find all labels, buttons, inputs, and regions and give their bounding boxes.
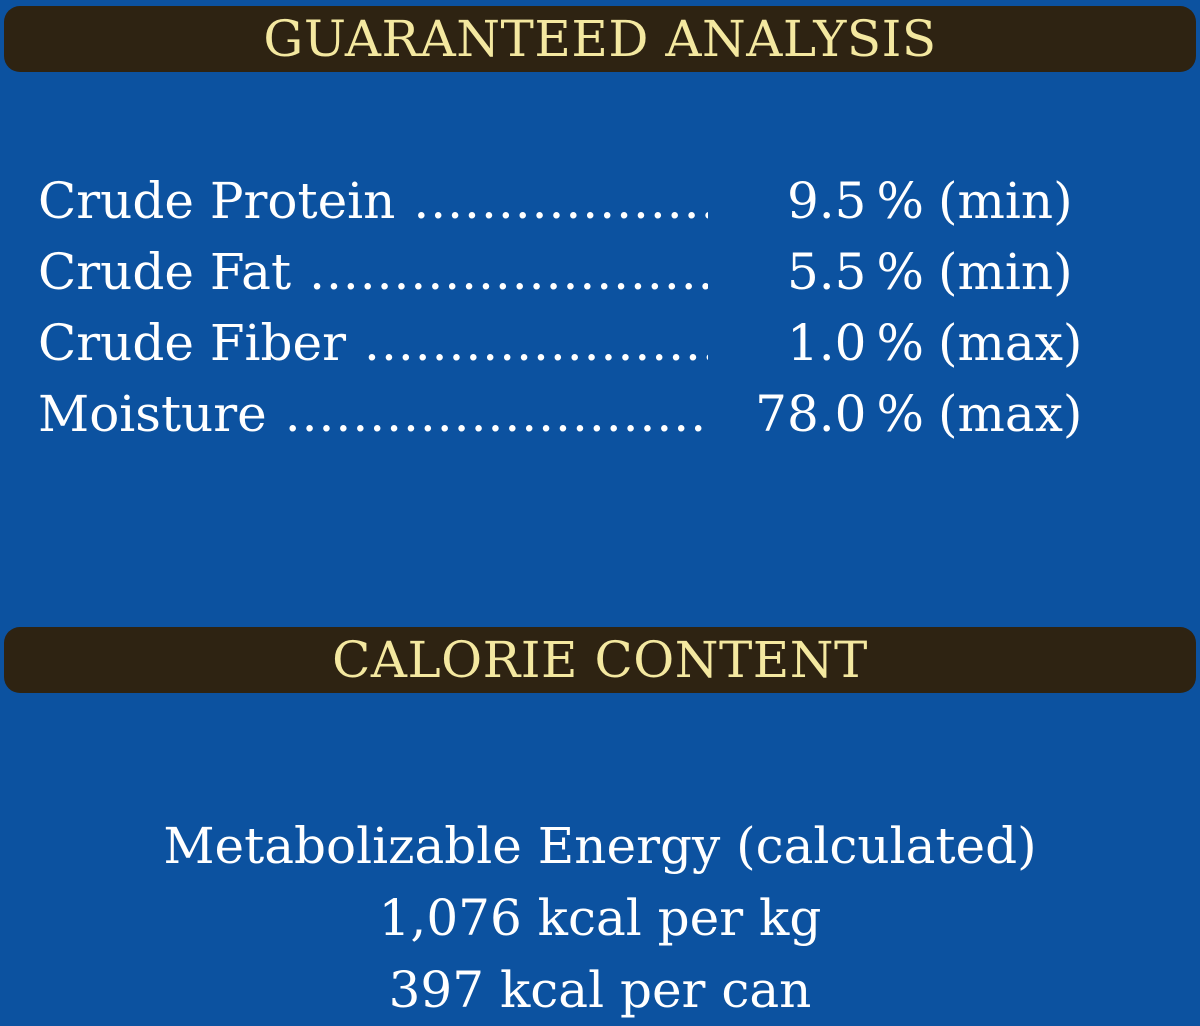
guaranteed-analysis-table: Crude Protein 9.5 % (min) Crude Fat 5.5 …	[38, 166, 1088, 450]
nutrient-unit: %	[876, 314, 924, 372]
dot-leader	[364, 308, 708, 379]
guaranteed-analysis-header: GUARANTEED ANALYSIS	[4, 6, 1196, 72]
analysis-row-crude-fiber: Crude Fiber 1.0 % (max)	[38, 308, 1088, 379]
dot-leader	[413, 166, 708, 237]
analysis-row-crude-protein: Crude Protein 9.5 % (min)	[38, 166, 1088, 237]
energy-label: Metabolizable Energy (calculated)	[163, 817, 1037, 875]
dot-leader	[309, 237, 708, 308]
nutrient-value: 78.0	[755, 385, 867, 443]
nutrient-unit: %	[876, 385, 924, 443]
nutrient-unit: %	[876, 243, 924, 301]
analysis-row-moisture: Moisture 78.0 % (max)	[38, 379, 1088, 450]
dot-leader	[285, 379, 709, 450]
calorie-content-text: Metabolizable Energy (calculated) 1,076 …	[0, 810, 1200, 1026]
kcal-per-kg: 1,076 kcal per kg	[378, 889, 822, 947]
nutrient-name: Crude Fiber	[38, 314, 347, 372]
nutrient-value: 9.5	[786, 172, 867, 230]
nutrient-qualifier: (max)	[938, 314, 1083, 372]
nutrient-qualifier: (max)	[938, 385, 1083, 443]
analysis-row-crude-fat: Crude Fat 5.5 % (min)	[38, 237, 1088, 308]
nutrient-unit: %	[876, 172, 924, 230]
nutrient-name: Crude Fat	[38, 243, 292, 301]
nutrient-qualifier: (min)	[938, 243, 1073, 301]
nutrient-qualifier: (min)	[938, 172, 1073, 230]
kcal-per-can: 397 kcal per can	[388, 961, 812, 1019]
nutrient-name: Crude Protein	[38, 172, 396, 230]
calorie-content-header: CALORIE CONTENT	[4, 627, 1196, 693]
nutrient-value: 1.0	[786, 314, 867, 372]
nutrient-name: Moisture	[38, 385, 267, 443]
nutrient-value: 5.5	[786, 243, 867, 301]
